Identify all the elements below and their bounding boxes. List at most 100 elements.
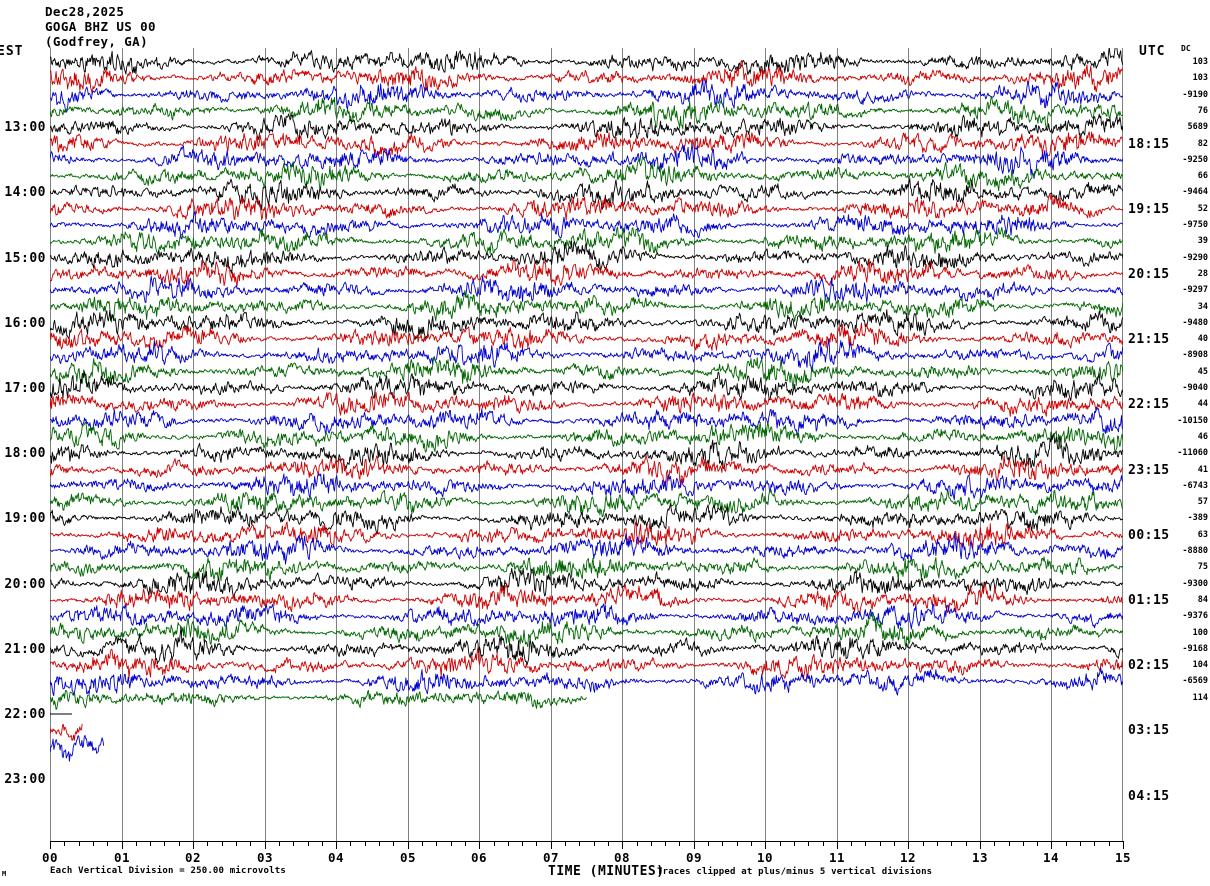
x-tick-minor [1094,841,1095,846]
left-hour-label-1300: 13:00 [4,120,46,135]
x-tick-minor [794,841,795,846]
x-tick-minor [951,841,952,846]
x-tick-minor [1009,841,1010,846]
trace-row-6 [50,143,1123,179]
dc-value-row-16: -9480 [1182,318,1208,328]
right-hour-label-2315: 23:15 [1128,463,1170,478]
dc-value-row-14: -9297 [1182,285,1208,295]
trace-row-2 [50,79,1123,113]
x-tick-minor [379,841,380,846]
x-tick-major [408,841,409,849]
dc-value-row-6: -9250 [1182,155,1208,165]
x-tick-label-10: 10 [756,850,774,865]
right-hour-label-1915: 19:15 [1128,202,1170,217]
right-hour-label-1815: 18:15 [1128,137,1170,152]
dc-value-row-12: -9290 [1182,253,1208,263]
gridline-minute-01 [122,48,123,841]
dc-value-row-18: -8908 [1182,350,1208,360]
gridline-minute-13 [980,48,981,841]
x-tick-minor [894,841,895,846]
x-tick-minor [880,841,881,846]
dc-value-row-37: 104 [1192,660,1208,670]
trace-row-41 [50,723,83,741]
left-hour-label-1800: 18:00 [4,446,46,461]
x-tick-minor [293,841,294,846]
x-axis-line [50,841,1123,842]
dc-value-row-32: -9300 [1182,579,1208,589]
x-tick-minor [207,841,208,846]
x-tick-minor [708,841,709,846]
x-tick-minor [79,841,80,846]
dc-value-row-27: 57 [1197,497,1208,507]
x-tick-minor [350,841,351,846]
trace-row-15 [50,290,1123,323]
trace-row-42 [50,734,105,762]
x-tick-label-14: 14 [1042,850,1060,865]
trace-row-17 [50,322,1123,351]
left-hour-label-1500: 15:00 [4,251,46,266]
x-tick-minor [522,841,523,846]
trace-row-7 [50,155,1123,192]
dc-value-row-35: 100 [1192,628,1208,638]
right-hour-label-0015: 00:15 [1128,528,1170,543]
dc-value-row-24: -11060 [1177,448,1208,458]
x-tick-minor [451,841,452,846]
trace-row-14 [50,275,1123,304]
x-tick-major [765,841,766,849]
x-tick-minor [851,841,852,846]
right-hour-label-0115: 01:15 [1128,593,1170,608]
gridline-minute-06 [479,48,480,841]
right-hour-label-2215: 22:15 [1128,397,1170,412]
x-tick-minor [966,841,967,846]
x-tick-minor [737,841,738,846]
x-tick-major [622,841,623,849]
x-tick-major [551,841,552,849]
x-tick-minor [136,841,137,846]
dc-value-row-10: -9750 [1182,220,1208,230]
dc-value-row-34: -9376 [1182,611,1208,621]
trace-row-5 [50,131,1123,158]
x-tick-minor [107,841,108,846]
x-tick-minor [1066,841,1067,846]
dc-value-row-9: 52 [1197,204,1208,214]
trace-row-24 [50,433,1123,469]
dc-value-row-15: 34 [1197,302,1208,312]
dc-value-row-11: 39 [1197,236,1208,246]
x-tick-minor [150,841,151,846]
right-hour-label-2015: 20:15 [1128,267,1170,282]
x-tick-minor [665,841,666,846]
trace-row-37 [50,646,1123,680]
trace-row-38 [50,667,1123,697]
x-tick-label-09: 09 [685,850,703,865]
x-tick-minor [236,841,237,846]
right-hour-label-0215: 02:15 [1128,658,1170,673]
right-hour-label-0415: 04:15 [1128,789,1170,804]
trace-row-3 [50,95,1123,130]
x-tick-minor [436,841,437,846]
x-tick-major [122,841,123,849]
gridline-minute-08 [622,48,623,841]
gridline-minute-11 [837,48,838,841]
trace-row-34 [50,603,1123,630]
plot-frame [50,48,1123,841]
dc-value-row-39: 114 [1192,693,1208,703]
header-date: Dec28,2025 [45,4,125,19]
x-tick-minor [179,841,180,846]
dc-value-row-19: 45 [1197,367,1208,377]
x-tick-label-12: 12 [899,850,917,865]
dc-value-row-20: -9040 [1182,383,1208,393]
x-tick-major [479,841,480,849]
x-tick-minor [751,841,752,846]
gridline-minute-10 [765,48,766,841]
x-tick-minor [536,841,537,846]
x-tick-minor [1037,841,1038,846]
left-hour-label-1900: 19:00 [4,511,46,526]
header-channel: GOGA BHZ US 00 [45,19,156,34]
x-tick-minor [579,841,580,846]
right-hour-label-2115: 21:15 [1128,332,1170,347]
x-tick-minor [250,841,251,846]
x-tick-minor [679,841,680,846]
left-hour-label-1600: 16:00 [4,316,46,331]
x-tick-minor [865,841,866,846]
right-hour-label-0315: 03:15 [1128,723,1170,738]
